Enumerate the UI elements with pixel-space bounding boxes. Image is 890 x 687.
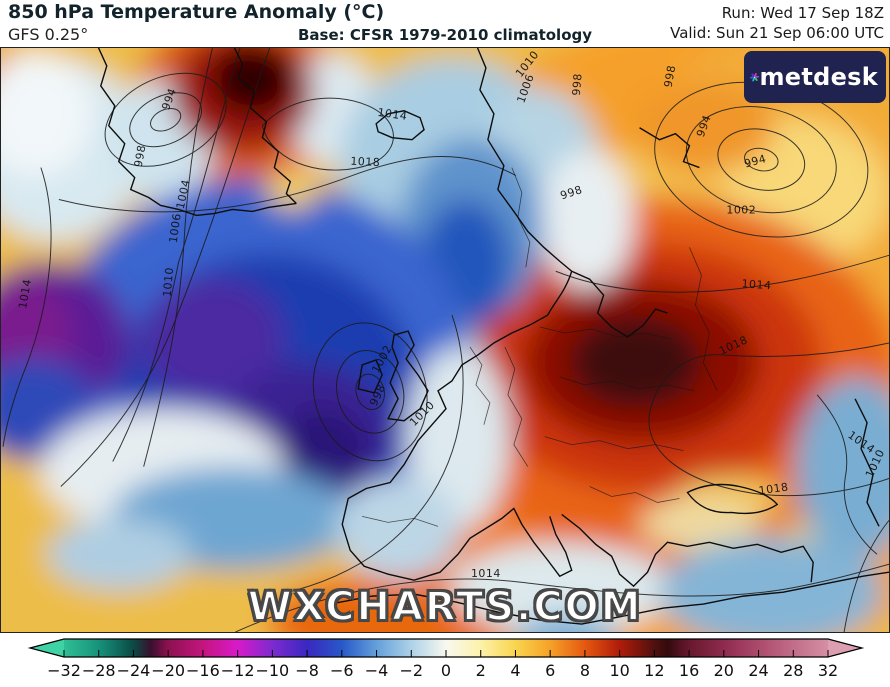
model-label: GFS 0.25°	[8, 25, 89, 44]
metdesk-logo: metdesk	[744, 51, 886, 103]
colorbar-ticks: −32 −28 −24 −20 −16 −12 −10 −8 −6 −4 −2 0 2 4 6 8 10 12 16…	[47, 650, 838, 680]
chart-title: 850 hPa Temperature Anomaly (°C)	[8, 1, 385, 23]
isobar-label: 998	[570, 73, 585, 96]
run-valid-block: Run: Wed 17 Sep 18Z Valid: Sun 21 Sep 06…	[670, 3, 884, 43]
colorbar-tick-label: 20	[714, 661, 734, 680]
chart-header: 850 hPa Temperature Anomaly (°C) GFS 0.2…	[0, 0, 890, 47]
colorbar-tick-label: −10	[255, 661, 289, 680]
colorbar-tick-label: 6	[545, 661, 555, 680]
wxcharts-watermark: WXCHARTS.COM	[247, 583, 643, 631]
country-borders	[362, 167, 718, 527]
colorbar-tick-label: 2	[476, 661, 486, 680]
temperature-anomaly-field	[1, 48, 889, 632]
isobar-label: 1014	[471, 567, 501, 580]
colorbar-tick-label: −20	[151, 661, 185, 680]
colorbar-outline	[27, 638, 865, 658]
run-label: Run: Wed 17 Sep 18Z	[721, 4, 884, 22]
colorbar-tick-label: −6	[330, 661, 354, 680]
colorbar-tick-label: −8	[295, 661, 319, 680]
colorbar-tick-label: 10	[609, 661, 629, 680]
colorbar-tick-label: 8	[580, 661, 590, 680]
colorbar-tick-label: −16	[186, 661, 220, 680]
colorbar-svg: −32 −28 −24 −20 −16 −12 −10 −8 −6 −4 −2 0 2 4 6 8 10 12 16…	[27, 638, 865, 680]
isobar-label: 1014	[377, 106, 408, 123]
colorbar-tick-label: −12	[221, 661, 255, 680]
colorbar-tick-label: 32	[818, 661, 838, 680]
colorbar-tick-label: −32	[47, 661, 81, 680]
weather-map: 994 998 1004 1006 1010 1014 1014 1018 10…	[0, 47, 890, 633]
isobar-labels: 994 998 1004 1006 1010 1014 1014 1018 10…	[16, 48, 887, 580]
colorbar-tick-label: −2	[399, 661, 423, 680]
isobar-label: 1014	[741, 277, 772, 292]
isobar-label: 1002	[726, 203, 756, 216]
isobar-label: 994	[743, 152, 768, 170]
isobar-label: 1004	[174, 178, 193, 210]
isobar-label: 1014	[16, 278, 34, 310]
base-climatology-label: Base: CFSR 1979-2010 climatology	[298, 26, 593, 44]
isobar-label: 1018	[350, 155, 381, 170]
isobar-label: 1006	[167, 212, 184, 243]
colorbar-tick-label: 28	[783, 661, 803, 680]
anomaly-field-svg: 994 998 1004 1006 1010 1014 1014 1018 10…	[1, 48, 889, 632]
colorbar-right-arrow	[828, 639, 862, 657]
isobar-label: 998	[662, 64, 679, 88]
isobar-label: 1010	[161, 267, 177, 298]
coastlines	[97, 48, 889, 625]
colorbar-tick-label: −24	[117, 661, 151, 680]
colorbar-tick-label: 12	[644, 661, 664, 680]
isobar-label: 1018	[758, 480, 789, 497]
colorbar-tick-label: −4	[365, 661, 389, 680]
colorbar-tick-label: −28	[82, 661, 116, 680]
metdesk-brand-text: metdesk	[759, 63, 878, 91]
colorbar-left-arrow	[30, 639, 64, 657]
colorbar-tick-label: 24	[748, 661, 768, 680]
colorbar-gradient-bar	[64, 639, 828, 657]
isobar-label: 998	[132, 144, 149, 168]
valid-label: Valid: Sun 21 Sep 06:00 UTC	[670, 24, 884, 42]
metdesk-pinwheel-icon	[750, 72, 760, 82]
colorbar-tick-label: 0	[441, 661, 451, 680]
colorbar-footer: −32 −28 −24 −20 −16 −12 −10 −8 −6 −4 −2 0 2 4 6 8 10 12 16…	[0, 633, 890, 683]
colorbar-tick-label: 16	[679, 661, 699, 680]
colorbar-tick-label: 4	[510, 661, 520, 680]
